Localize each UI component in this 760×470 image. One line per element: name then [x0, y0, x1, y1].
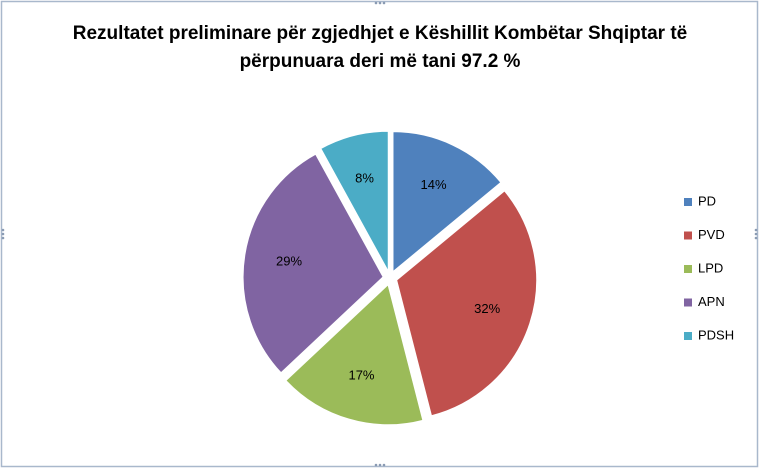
- data-label: 8%: [355, 170, 374, 185]
- chart-title: përpunuara deri më tani 97.2 %: [240, 51, 521, 72]
- legend-swatch: [684, 298, 692, 307]
- legend-label: PDSH: [698, 327, 734, 342]
- legend-swatch: [684, 198, 692, 206]
- pie-slice: [242, 153, 384, 374]
- pie-slice: [396, 190, 538, 417]
- legend-label: LPD: [698, 260, 723, 275]
- legend-swatch: [684, 231, 692, 240]
- legend-label: PD: [698, 193, 716, 208]
- legend-swatch: [684, 332, 692, 340]
- pie-slice: [285, 283, 424, 426]
- data-label: 29%: [276, 253, 302, 268]
- pie-slice: [392, 131, 502, 273]
- data-label: 32%: [474, 301, 500, 316]
- data-label: 17%: [348, 368, 374, 383]
- legend-label: PVD: [698, 227, 725, 242]
- legend-label: APN: [698, 294, 725, 309]
- data-label: 14%: [420, 177, 446, 192]
- legend-swatch: [684, 265, 692, 273]
- pie-slice: [320, 130, 389, 272]
- chart-title: Rezultatet preliminare për zgjedhjet e K…: [73, 23, 687, 44]
